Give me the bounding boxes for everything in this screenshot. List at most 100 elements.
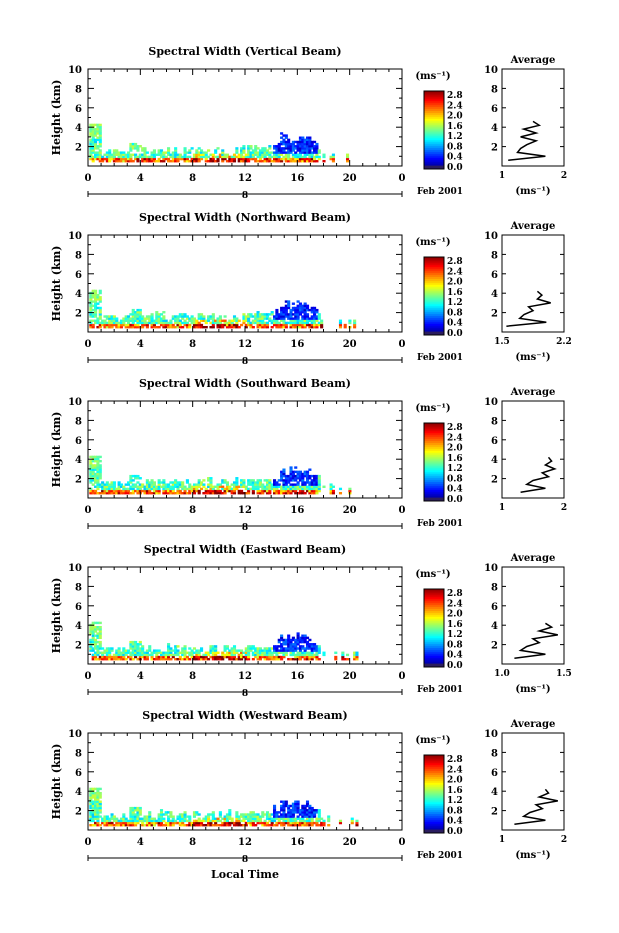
- heatmap-cell: [268, 489, 272, 493]
- heatmap-cell: [289, 489, 293, 493]
- heatmap-cell: [298, 645, 303, 648]
- heatmap-cell: [291, 149, 295, 152]
- heatmap-cell: [284, 300, 288, 303]
- heatmap-cell: [164, 489, 168, 493]
- heatmap-cell: [289, 142, 293, 146]
- heatmap-cell: [310, 809, 314, 812]
- heatmap-cell: [136, 643, 140, 646]
- heatmap-cell: [294, 645, 298, 648]
- heatmap-cell: [167, 653, 171, 657]
- heatmap-cell: [138, 317, 142, 320]
- colorbar: [424, 91, 444, 170]
- y-axis-label: Height (km): [50, 744, 63, 820]
- heatmap-cell: [237, 819, 241, 823]
- heatmap-cell: [261, 155, 265, 159]
- heatmap-cell: [225, 647, 229, 650]
- heatmap-cell: [301, 306, 305, 310]
- heatmap-cell: [277, 815, 281, 818]
- heatmap-cell: [98, 136, 102, 139]
- heatmap-cell: [298, 479, 303, 482]
- heatmap-cell: [171, 815, 175, 818]
- heatmap-cell: [164, 487, 168, 491]
- heatmap-cell: [284, 800, 288, 803]
- heatmap-cell: [228, 159, 232, 163]
- colorbar-segment: [424, 794, 444, 797]
- heatmap-cell: [303, 138, 307, 142]
- heatmap-cell: [98, 811, 102, 814]
- heatmap-cell: [291, 645, 295, 648]
- heatmap-cell: [91, 470, 95, 474]
- heatmap-cell: [188, 159, 192, 163]
- heatmap-cell: [157, 149, 161, 152]
- heatmap-cell: [136, 477, 140, 480]
- heatmap-cell: [298, 313, 303, 316]
- heatmap-cell: [174, 485, 178, 488]
- heatmap-cell: [129, 313, 133, 316]
- heatmap-cell: [244, 817, 248, 820]
- colorbar-unit: (ms⁻¹): [415, 569, 450, 580]
- heatmap-cell: [91, 455, 95, 459]
- heatmap-cell: [303, 811, 307, 814]
- heatmap-cell: [251, 813, 255, 816]
- heatmap-cell: [115, 653, 119, 657]
- heatmap-cell: [261, 313, 265, 316]
- heatmap-cell: [289, 809, 293, 812]
- heatmap-cell: [244, 649, 248, 652]
- heatmap-cell: [268, 155, 272, 159]
- heatmap-cell: [96, 798, 100, 801]
- heatmap-cell: [143, 817, 147, 820]
- heatmap-cell: [230, 489, 234, 493]
- heatmap-cell: [301, 653, 305, 657]
- heatmap-cell: [150, 479, 154, 482]
- heatmap-cell: [96, 815, 100, 818]
- heatmap-cell: [171, 649, 175, 652]
- heatmap-cell: [204, 325, 208, 329]
- heatmap-cell: [329, 157, 333, 161]
- heatmap-cell: [150, 315, 154, 318]
- heatmap-cell: [94, 466, 98, 469]
- heatmap-cell: [308, 474, 312, 478]
- colorbar-frame: [423, 256, 445, 336]
- heatmap-cell: [157, 153, 161, 156]
- date-tick-label: 8: [242, 689, 248, 699]
- heatmap-cell: [94, 821, 98, 825]
- heatmap-cell: [122, 321, 126, 325]
- heatmap-cell: [183, 315, 187, 318]
- heatmap-cell: [298, 485, 303, 488]
- x-tick-label: 4: [137, 505, 144, 516]
- heatmap-cell: [174, 481, 178, 484]
- heatmap-cell: [108, 491, 112, 495]
- heatmap-cell: [296, 319, 300, 322]
- heatmap-cell: [129, 147, 133, 150]
- heatmap-cell: [183, 645, 187, 648]
- heatmap-cell: [129, 653, 133, 657]
- heatmap-cell: [202, 315, 206, 318]
- heatmap-cell: [89, 459, 93, 463]
- heatmap-cell: [195, 149, 199, 152]
- heatmap-cell: [124, 155, 128, 159]
- heatmap-cell: [207, 817, 211, 820]
- heatmap-cell: [303, 809, 307, 812]
- heatmap-cell: [218, 485, 222, 488]
- heatmap-cell: [192, 815, 197, 818]
- heatmap-cell: [275, 647, 279, 650]
- heatmap-cell: [280, 806, 284, 810]
- heatmap-cell: [131, 806, 135, 810]
- heatmap-cell: [89, 479, 93, 482]
- heatmap-cell: [284, 151, 288, 154]
- heatmap-cell: [247, 487, 251, 491]
- heatmap-cell: [256, 155, 260, 159]
- heatmap-cell: [211, 485, 215, 488]
- heatmap-cell: [320, 823, 324, 827]
- heatmap-cell: [136, 149, 140, 152]
- heatmap-cell: [294, 811, 298, 814]
- heatmap-cell: [272, 806, 277, 810]
- heatmap-cell: [96, 628, 100, 631]
- heatmap-cell: [296, 487, 300, 491]
- heatmap-cell: [209, 651, 213, 654]
- heatmap-cell: [119, 489, 124, 493]
- heatmap-cell: [232, 651, 237, 654]
- heatmap-cell: [181, 653, 185, 657]
- colorbar-tick-label: 1.6: [447, 620, 463, 630]
